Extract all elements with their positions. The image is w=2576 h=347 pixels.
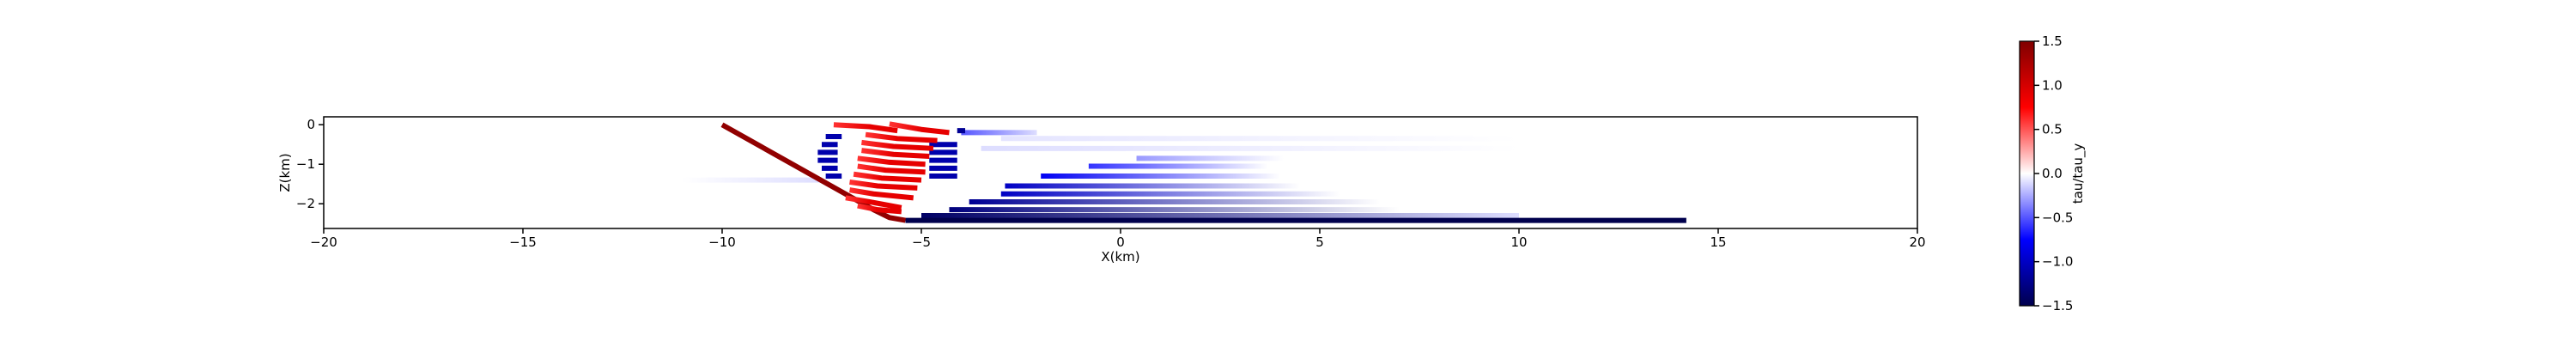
colorbar-label: tau/tau_y [2070, 143, 2087, 204]
strip [845, 195, 902, 210]
colorbar-tick-label: −1.5 [2042, 298, 2073, 314]
y-tick-label: −2 [296, 196, 315, 211]
x-tick-label: 15 [1710, 234, 1726, 250]
x-tick-label: 10 [1510, 234, 1527, 250]
colorbar-tick-label: 0.0 [2042, 166, 2063, 181]
strip [861, 148, 930, 160]
colorbar-tick-label: 1.5 [2042, 33, 2063, 49]
x-tick-label: 0 [1116, 234, 1125, 250]
strip [848, 187, 914, 201]
colorbar-tick-label: −0.5 [2042, 210, 2073, 225]
strip [865, 131, 938, 143]
strip [833, 122, 898, 134]
strip [853, 171, 922, 183]
x-tick-label: −10 [708, 234, 736, 250]
strip [849, 179, 918, 191]
colorbar-tick-label: 0.5 [2042, 122, 2063, 137]
strip [720, 122, 906, 223]
y-tick-label: 0 [307, 117, 315, 132]
strip [889, 121, 950, 136]
x-axis-label: X(km) [1101, 249, 1139, 265]
colorbar-tick-label: 1.0 [2042, 77, 2063, 93]
colorbar-tick-label: −1.0 [2042, 254, 2073, 270]
strip [857, 163, 926, 175]
x-tick-label: −5 [912, 234, 931, 250]
x-tick-label: −15 [509, 234, 537, 250]
x-tick-label: −20 [310, 234, 337, 250]
strip [857, 203, 902, 215]
strip [857, 155, 926, 167]
y-tick-label: −1 [296, 156, 315, 172]
strip [861, 139, 934, 151]
x-tick-label: 5 [1315, 234, 1324, 250]
y-axis-label: Z(km) [277, 153, 293, 192]
colorbar [2019, 40, 2035, 307]
x-tick-label: 20 [1909, 234, 1925, 250]
